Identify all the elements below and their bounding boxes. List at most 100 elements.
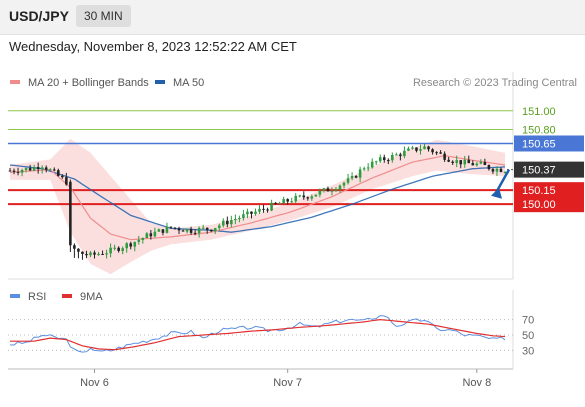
candle-body xyxy=(322,188,326,191)
x-tick-label-2: Nov 8 xyxy=(462,377,491,389)
candle-body xyxy=(423,146,426,150)
rsi-ma-line xyxy=(10,318,506,351)
candle-body xyxy=(258,208,261,212)
candle-body xyxy=(286,199,289,202)
candle-body xyxy=(463,159,467,165)
candle-body xyxy=(205,227,209,230)
candle-body xyxy=(201,227,205,229)
candle-body xyxy=(487,165,491,170)
last-price-tag xyxy=(514,161,584,178)
candle-body xyxy=(57,170,60,176)
chart-svg: 151.00 150.80 150.65 150.15 150.00 150.37 MA… xyxy=(8,72,584,389)
candle-body xyxy=(137,239,141,242)
x-axis: Nov 6 Nov 7 Nov 8 xyxy=(80,369,491,389)
candle-body xyxy=(451,161,454,163)
candle-body xyxy=(8,170,12,172)
candle-body xyxy=(439,152,442,154)
candle-body xyxy=(491,169,495,172)
bias-arrow xyxy=(491,169,511,199)
candle-body xyxy=(382,157,386,161)
candle-body xyxy=(193,232,197,234)
candle-body xyxy=(69,181,72,246)
candle-body xyxy=(20,170,24,173)
candle-body xyxy=(222,220,225,226)
candle-body xyxy=(354,176,358,178)
candle-body xyxy=(266,209,269,211)
candle-body xyxy=(28,168,32,171)
symbol-label: USD/JPY xyxy=(9,8,69,24)
legend-label-ma50: MA 50 xyxy=(173,77,204,89)
candle-body xyxy=(169,226,173,228)
candle-body xyxy=(455,160,458,163)
candle-body xyxy=(145,233,149,238)
candle-body xyxy=(48,169,52,171)
legend-swatch-ma50 xyxy=(155,80,165,84)
rsi-level-label-50: 50 xyxy=(522,330,534,342)
candle-body xyxy=(427,146,430,150)
rsi-legend: RSI 9MA xyxy=(10,291,103,303)
last-price: 150.37 xyxy=(507,161,584,178)
candle-body xyxy=(242,214,245,218)
candle-body xyxy=(370,161,374,168)
candle-body xyxy=(246,211,249,215)
bollinger-band xyxy=(10,138,505,275)
candle-body xyxy=(374,161,378,163)
candle-body xyxy=(65,177,68,185)
candle-body xyxy=(306,197,310,199)
candle-body xyxy=(213,228,217,232)
candle-body xyxy=(411,147,414,149)
candle-body xyxy=(185,228,189,232)
candle-body xyxy=(189,228,193,233)
candle-body xyxy=(391,154,394,161)
candle-body xyxy=(403,150,406,157)
candle-body xyxy=(81,251,84,254)
candle-body xyxy=(342,182,346,186)
candle-body xyxy=(129,243,133,247)
candle-body xyxy=(117,247,120,251)
candle-body xyxy=(36,167,40,170)
candle-body xyxy=(177,228,181,231)
candle-body xyxy=(471,163,475,166)
candle-body xyxy=(378,157,382,162)
candle-body xyxy=(334,189,338,191)
bias-arrow-head xyxy=(491,187,502,199)
candle-body xyxy=(459,160,463,165)
candle-body xyxy=(318,190,322,195)
candle-body xyxy=(475,163,479,166)
candle-body xyxy=(270,202,273,211)
candle-body xyxy=(105,253,108,255)
candle-body xyxy=(310,196,314,199)
moving-averages xyxy=(9,154,506,241)
level-label-150-65: 150.65 xyxy=(522,138,556,150)
candle-body xyxy=(125,243,128,249)
legend-label-ma20: MA 20 + Bollinger Bands xyxy=(28,77,149,89)
candle-body xyxy=(278,203,281,205)
candle-body xyxy=(181,230,185,232)
candle-body xyxy=(52,169,56,171)
ma20-line xyxy=(9,154,506,241)
candle-body xyxy=(350,176,354,179)
candle-body xyxy=(399,154,402,157)
candle-body xyxy=(479,162,483,164)
candle-body xyxy=(250,211,253,214)
level-label-150-15: 150.15 xyxy=(522,185,556,197)
timeframe-button[interactable]: 30 MIN xyxy=(76,5,131,27)
candle-body xyxy=(467,159,471,164)
x-tick-label-0: Nov 6 xyxy=(80,377,109,389)
candle-body xyxy=(173,227,177,229)
candle-body xyxy=(133,241,137,247)
top-bar: USD/JPY 30 MIN xyxy=(0,0,585,35)
level-label-151-00: 151.00 xyxy=(522,106,556,118)
candle-body xyxy=(209,229,213,232)
credit-text: Research © 2023 Trading Central xyxy=(413,77,577,89)
candle-body xyxy=(358,169,362,178)
main-legend: MA 20 + Bollinger Bands MA 50 xyxy=(10,77,204,89)
candle-body xyxy=(346,178,350,183)
candle-body xyxy=(101,253,104,255)
candle-body xyxy=(73,245,76,249)
candle-body xyxy=(262,208,265,210)
candle-body xyxy=(226,220,229,225)
rsi-lines xyxy=(9,315,506,353)
candle-body xyxy=(234,219,237,221)
candle-body xyxy=(447,159,450,162)
